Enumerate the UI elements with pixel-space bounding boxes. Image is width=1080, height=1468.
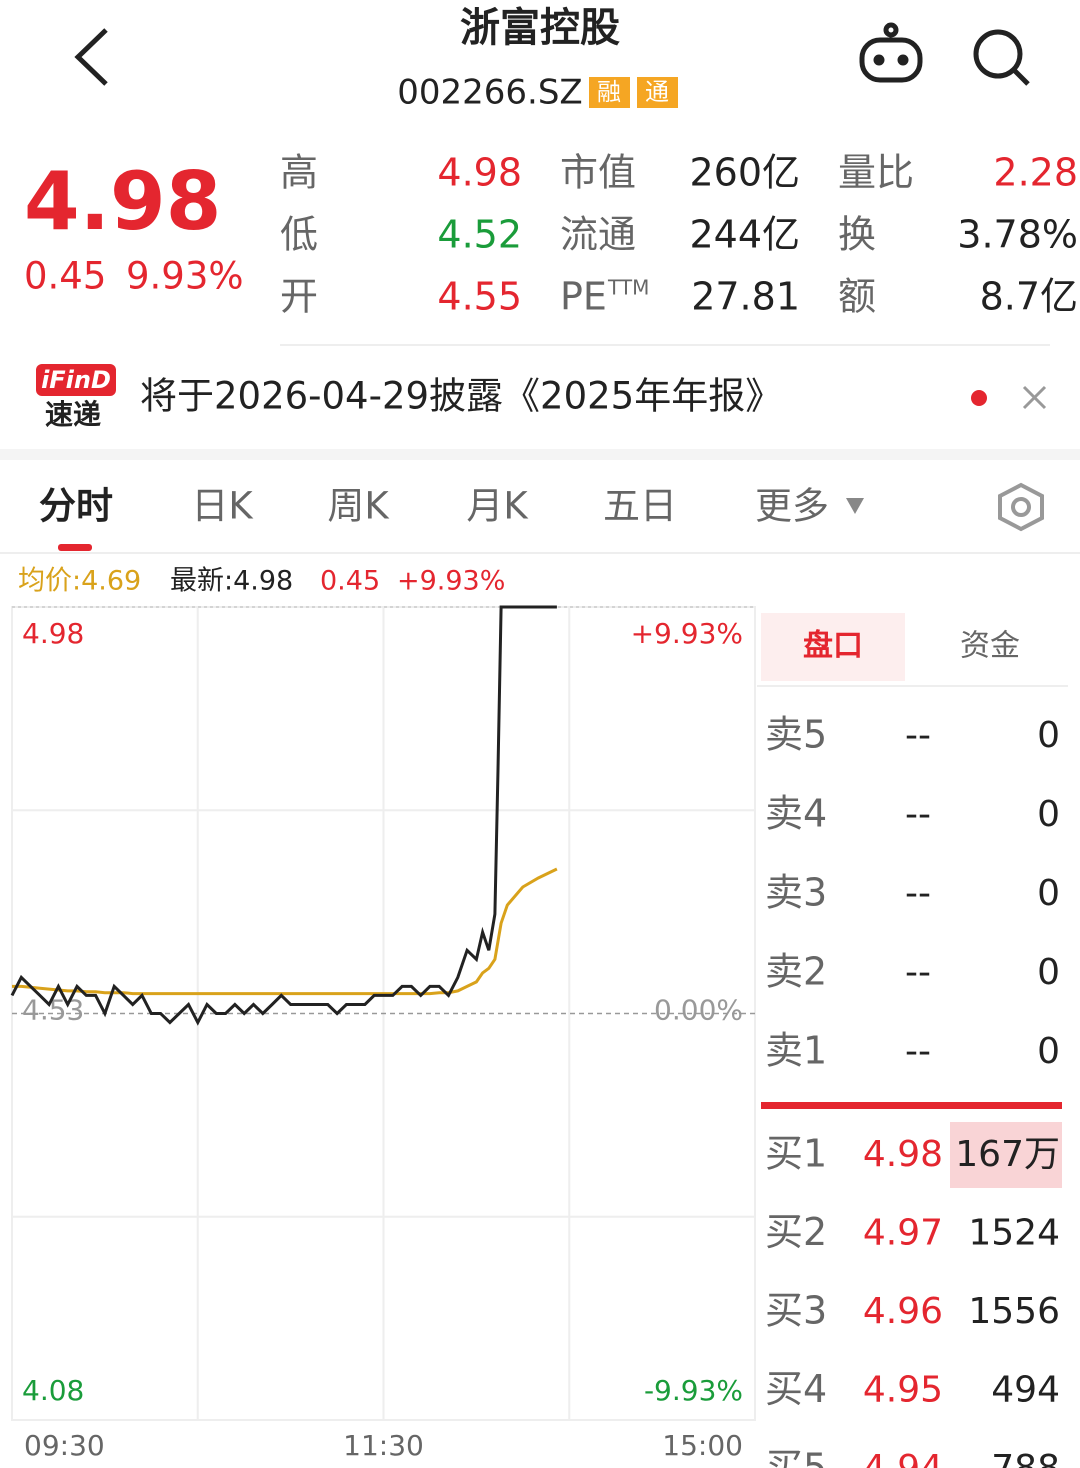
- badge-bg: [637, 77, 678, 108]
- stat-label: 流通: [560, 213, 636, 257]
- bid-volume: 1556: [968, 1291, 1060, 1332]
- tab[interactable]: 日K: [191, 485, 254, 528]
- x-tick-label: 11:30: [343, 1429, 424, 1462]
- stat-value: 3.78%: [957, 213, 1078, 257]
- bid-price: 4.95: [863, 1370, 943, 1411]
- stat-label: 高: [280, 151, 318, 195]
- change-pct: 9.93%: [126, 255, 244, 298]
- ask-price: --: [905, 715, 931, 756]
- logo-bottom: 速递: [45, 398, 101, 431]
- tab[interactable]: 月K: [466, 485, 529, 528]
- ask-price: --: [905, 873, 931, 914]
- y-tick-label: 4.08: [22, 1374, 84, 1407]
- legend-item: +9.93%: [397, 566, 505, 597]
- settings-icon[interactable]: [998, 482, 1044, 532]
- stock-name: 浙富控股: [460, 5, 620, 51]
- last-price: 4.98: [24, 155, 221, 248]
- bid-volume: 494: [991, 1370, 1060, 1411]
- stat-label-sup: TTM: [607, 276, 649, 300]
- book-tab-bg: [761, 613, 905, 681]
- stat-value: 4.98: [437, 151, 522, 195]
- ask-volume: 0: [1037, 794, 1060, 835]
- badge: 通: [645, 78, 669, 106]
- stat-value: 4.55: [437, 275, 522, 319]
- dropdown-arrow: [846, 498, 864, 514]
- ask-volume: 0: [1037, 715, 1060, 756]
- legend-item: 0.45: [320, 566, 380, 597]
- x-tick-label: 15:00: [662, 1429, 743, 1462]
- close-button[interactable]: [1022, 385, 1047, 410]
- tab[interactable]: 分时: [39, 485, 113, 528]
- ask-volume: 0: [1037, 1031, 1060, 1072]
- ask-price: --: [905, 794, 931, 835]
- badge-bg: [589, 77, 630, 108]
- bid-price: 4.97: [863, 1213, 943, 1254]
- stat-value: 244亿: [689, 213, 800, 257]
- stat-label: 换: [838, 213, 876, 257]
- stat-value: 27.81: [691, 275, 800, 319]
- stat-label: 额: [838, 275, 876, 319]
- bid-highlight: [950, 1122, 1062, 1188]
- bid-volume: 788: [991, 1448, 1060, 1468]
- ask-label: 卖2: [765, 950, 827, 994]
- search-icon[interactable]: [973, 29, 1030, 86]
- unread-dot: [971, 390, 987, 406]
- tab[interactable]: 更多: [755, 485, 829, 528]
- x-tick-label: 09:30: [24, 1429, 105, 1462]
- stat-label: 开: [280, 275, 318, 319]
- tab[interactable]: 周K: [327, 485, 390, 528]
- bid-label: 买5: [765, 1446, 827, 1468]
- bid-label: 买4: [765, 1367, 827, 1411]
- bid-volume: 167万: [955, 1134, 1060, 1175]
- price-line: [10, 605, 557, 1026]
- ask-label: 卖5: [765, 713, 827, 757]
- logo-bg: [36, 364, 116, 396]
- ask-label: 卖1: [765, 1029, 827, 1073]
- stat-value: 4.52: [437, 213, 522, 257]
- book-tab[interactable]: 盘口: [803, 629, 863, 664]
- stat-value: 260亿: [689, 151, 800, 195]
- ask-price: --: [905, 952, 931, 993]
- y2-tick-label: +9.93%: [631, 617, 743, 650]
- legend-item: 均价:4.69: [18, 566, 141, 597]
- y-tick-label: 4.98: [22, 617, 84, 650]
- legend-item: 最新:4.98: [170, 566, 293, 597]
- stat-label: 市值: [560, 151, 636, 195]
- ask-price: --: [905, 1031, 931, 1072]
- tab-indicator: [58, 544, 92, 551]
- stock-code: 002266.SZ: [397, 73, 582, 113]
- spread-bar: [761, 1102, 1062, 1109]
- bid-label: 买3: [765, 1289, 827, 1333]
- notice-text[interactable]: 将于2026-04-29披露《2025年年报》: [140, 375, 782, 418]
- stat-value: 2.28: [993, 151, 1078, 195]
- stat-label: 量比: [838, 151, 914, 195]
- stat-value: 8.7亿: [980, 275, 1078, 319]
- section-gap: [0, 449, 1080, 460]
- ask-volume: 0: [1037, 873, 1060, 914]
- ask-label: 卖4: [765, 792, 827, 836]
- change: 0.45: [24, 255, 106, 298]
- bid-price: 4.94: [863, 1448, 943, 1468]
- bid-volume: 1524: [968, 1213, 1060, 1254]
- bid-price: 4.98: [863, 1134, 943, 1175]
- ask-label: 卖3: [765, 871, 827, 915]
- y2-tick-label: -9.93%: [644, 1374, 743, 1407]
- stat-label: 低: [280, 213, 318, 257]
- y2-tick-label: 0.00%: [654, 994, 743, 1027]
- stat-label: PE: [560, 275, 607, 319]
- ask-volume: 0: [1037, 952, 1060, 993]
- bid-label: 买1: [765, 1132, 827, 1176]
- bid-label: 买2: [765, 1210, 827, 1254]
- bid-price: 4.96: [863, 1291, 943, 1332]
- back-button[interactable]: [74, 28, 108, 86]
- tab[interactable]: 五日: [603, 485, 677, 528]
- logo-top: iFinD: [41, 366, 111, 394]
- badge: 融: [597, 78, 621, 106]
- average-line: [12, 867, 558, 996]
- book-tab[interactable]: 资金: [960, 629, 1020, 664]
- robot-icon[interactable]: [859, 22, 923, 83]
